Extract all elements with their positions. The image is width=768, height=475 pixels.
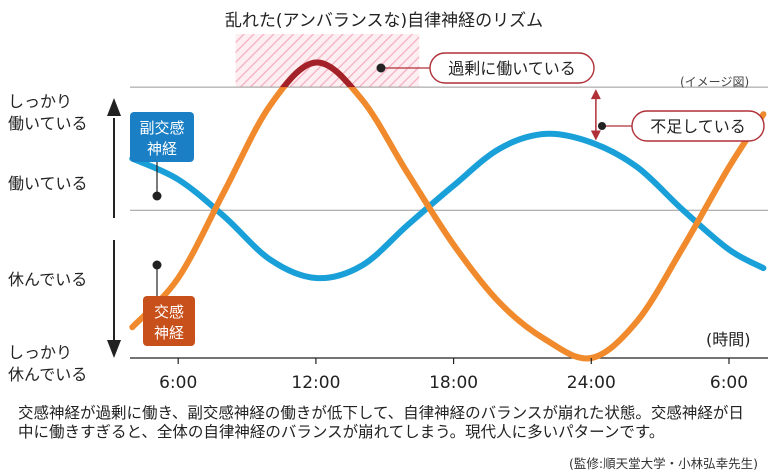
sympathetic-series-line	[129, 59, 767, 362]
caption-text: 交感神経が過剰に働き、副交感神経の働きが低下して、自律神経のバランスが崩れた状態…	[18, 404, 744, 441]
y-label-deep-rest-line2: 休んでいる	[8, 365, 87, 384]
parasympathetic-label-line2: 神経	[147, 140, 177, 158]
sympathetic-label: 交感 神経	[143, 260, 195, 346]
x-tick-label: 18:00	[429, 373, 478, 393]
deficit-arrow-head	[590, 89, 601, 100]
deficit-arrow	[590, 89, 601, 141]
y-label-strong-work-line1: しっかり	[8, 92, 72, 111]
sympathetic-label-line2: 神経	[154, 324, 184, 342]
parasympathetic-series-line	[129, 130, 767, 282]
callout-excess: 過剰に働いている	[376, 52, 595, 84]
excess-highlight-area	[235, 34, 420, 88]
callout-deficit-text: 不足している	[650, 117, 746, 136]
y-label-rest: 休んでいる	[8, 270, 87, 289]
x-axis-ticks: 6:00 12:00 18:00 24:00 6:00	[159, 358, 748, 393]
y-label-work: 働いている	[8, 174, 88, 193]
image-note: (イメージ図)	[680, 75, 749, 89]
x-tick-label: 6:00	[710, 373, 748, 393]
callout-excess-text: 過剰に働いている	[448, 59, 576, 78]
credit-text: (監修:順天堂大学・小林弘幸先生)	[569, 456, 758, 471]
x-tick-label: 6:00	[159, 373, 197, 393]
y-axis-arrows	[107, 98, 121, 358]
x-tick-label: 12:00	[291, 373, 340, 393]
sympathetic-label-line1: 交感	[154, 303, 184, 321]
parasympathetic-label: 副交感 神経	[130, 112, 194, 201]
callout-deficit: 不足している	[598, 110, 765, 142]
parasympathetic-label-line1: 副交感	[139, 119, 184, 137]
y-label-strong-work-line2: 働いている	[8, 114, 88, 133]
chart-title: 乱れた(アンバランスな)自律神経のリズム	[225, 11, 543, 31]
deficit-arrow-head	[590, 130, 601, 141]
time-unit-label: (時間)	[706, 330, 751, 349]
x-tick-label: 24:00	[567, 373, 616, 393]
y-label-deep-rest-line1: しっかり	[8, 343, 72, 362]
